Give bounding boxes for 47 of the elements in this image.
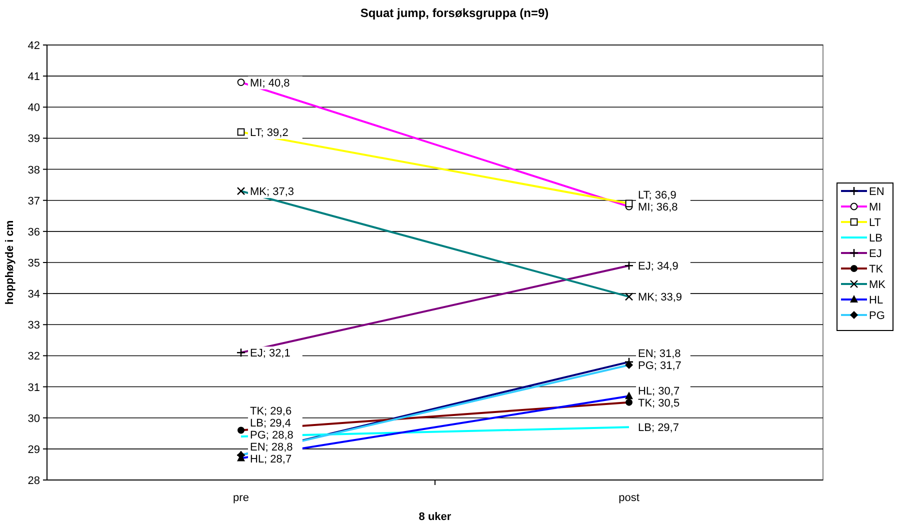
y-tick-label: 36	[28, 226, 40, 238]
x-tick-label: post	[618, 492, 640, 504]
data-label: LT; 39,2	[250, 127, 288, 139]
data-label: MK; 37,3	[250, 186, 294, 198]
y-tick-label: 30	[28, 412, 40, 425]
y-tick-label: 42	[28, 40, 40, 52]
legend-label: EJ	[869, 248, 882, 260]
x-tick-label: pre	[233, 492, 249, 504]
data-label: TK; 30,5	[638, 397, 680, 410]
legend-label: LB	[869, 232, 882, 244]
legend-label: LT	[869, 217, 882, 229]
data-label: MI; 36,8	[638, 202, 678, 214]
data-label: MI; 40,8	[250, 77, 290, 90]
y-tick-label: 41	[28, 71, 40, 84]
data-label: PG; 28,8	[250, 429, 294, 442]
legend-label: HL	[869, 294, 884, 306]
y-tick-label: 28	[28, 475, 40, 487]
data-label: EJ; 34,9	[638, 260, 678, 273]
legend-label: MK	[869, 279, 886, 291]
y-tick-label: 40	[28, 102, 40, 114]
y-tick-label: 38	[28, 164, 40, 176]
data-label: LB; 29,4	[250, 417, 291, 430]
y-tick-label: 34	[28, 288, 40, 301]
legend-label: PG	[869, 310, 885, 322]
y-tick-label: 32	[28, 350, 40, 363]
legend-label: MI	[869, 202, 882, 214]
data-label: MK; 33,9	[638, 292, 682, 304]
legend-label: EN	[869, 186, 884, 198]
y-tick-label: 39	[28, 133, 40, 146]
x-axis-title: 8 uker	[418, 511, 452, 523]
y-tick-label: 37	[28, 195, 40, 208]
data-label: PG; 31,7	[638, 360, 682, 372]
y-tick-label: 29	[28, 444, 40, 456]
data-label: LT; 36,9	[638, 190, 676, 202]
legend-label: TK	[869, 264, 884, 276]
y-tick-label: 35	[28, 258, 40, 270]
data-label: EJ; 32,1	[250, 348, 290, 360]
data-label: EN; 28,8	[250, 441, 293, 454]
y-axis-title: hopphøyde i cm	[4, 220, 16, 305]
y-tick-label: 33	[28, 320, 40, 332]
y-tick-label: 31	[28, 382, 40, 394]
data-label: TK; 29,6	[250, 405, 292, 418]
data-label: EN; 31,8	[638, 348, 681, 360]
chart-title: Squat jump, forsøksgruppa (n=9)	[360, 6, 549, 20]
data-label: HL; 28,7	[250, 453, 292, 466]
data-label: LB; 29,7	[638, 422, 679, 434]
data-label: HL; 30,7	[638, 385, 680, 398]
